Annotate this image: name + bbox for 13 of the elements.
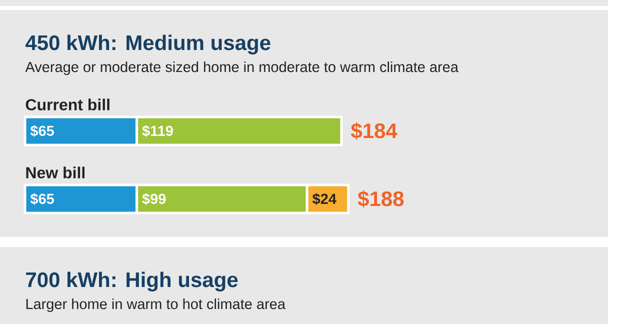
y-tick-label: New bill: [26, 166, 85, 178]
total-label: $188: [358, 190, 404, 208]
text: Larger home in warm to hot climate area: [26, 298, 286, 312]
chart-subtitle: Average or moderate sized home in moderate to warm climate area: [25, 61, 458, 76]
y-tick-label: Current bill: [26, 98, 110, 110]
text: 700 kWh: High usage: [26, 272, 238, 292]
chart-title: 450 kWh: Medium usage: [26, 34, 270, 54]
data-label: $65: [30, 193, 54, 205]
data-label: $99: [142, 193, 166, 205]
data-label: $65: [30, 125, 54, 137]
total-label: $184: [350, 122, 398, 140]
data-label: $24: [312, 193, 336, 205]
data-label: $119: [142, 125, 173, 137]
